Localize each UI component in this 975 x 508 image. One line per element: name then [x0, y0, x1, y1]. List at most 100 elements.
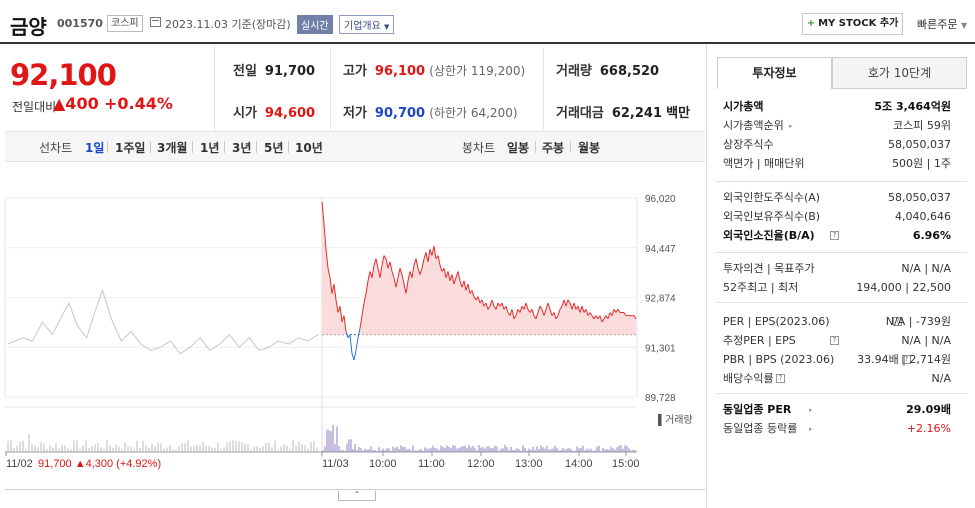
today-line-segment — [535, 312, 539, 319]
today-line-segment — [563, 299, 567, 307]
today-line-segment — [593, 315, 597, 320]
info-row: 액면가 | 매매단위 500원 | 1주 — [723, 156, 951, 172]
today-line-segment — [571, 302, 575, 310]
date-text: 2023.11.03 기준(장마감) — [165, 18, 291, 31]
info-value: 194,000 | 22,500 — [856, 281, 951, 294]
candle-daily[interactable]: 일봉 — [507, 141, 530, 155]
stock-code: 001570 — [57, 17, 103, 30]
today-line-segment — [569, 302, 573, 310]
today-line-segment — [411, 264, 415, 278]
today-line-segment — [387, 261, 391, 269]
today-line-segment — [515, 309, 519, 316]
info-label: 동일업종 등락률 — [723, 422, 798, 435]
open-value: 94,600 — [264, 106, 316, 121]
today-line-segment — [393, 277, 397, 288]
info-row: 외국인한도주식수(A) 58,050,037 — [723, 190, 951, 206]
x-tick-label: 11/03 — [322, 458, 349, 470]
period-5y[interactable]: 5년 — [264, 141, 284, 155]
today-line-segment — [497, 302, 501, 307]
today-line-segment — [511, 309, 515, 319]
today-line-segment — [541, 309, 545, 316]
current-price-box: 92,100 전일대비 ▲400 +0.44% — [0, 46, 215, 132]
today-line-segment — [473, 296, 477, 301]
period-3y[interactable]: 3년 — [232, 141, 252, 155]
y-tick-label: 94,447 — [645, 244, 676, 255]
my-stock-button[interactable]: + MY STOCK 추가 — [802, 13, 903, 35]
today-line-segment — [425, 252, 429, 262]
prev-close-value: 91,700 — [264, 64, 316, 79]
x-tick-label: 10:00 — [369, 458, 397, 470]
calendar-icon — [150, 17, 161, 27]
today-line-segment — [375, 258, 379, 269]
today-line-segment — [423, 252, 427, 259]
info-label: 액면가 | 매매단위 — [723, 157, 805, 170]
x-tick-label: 11:00 — [418, 458, 445, 470]
divider — [717, 302, 967, 303]
candle-weekly[interactable]: 주봉 — [542, 141, 565, 155]
help-icon[interactable]: ? — [893, 317, 902, 326]
info-label: 외국인소진율(B/A) — [723, 229, 815, 242]
info-row: 52주최고 | 최저 194,000 | 22,500 — [723, 280, 951, 296]
today-line-segment — [505, 306, 509, 313]
help-icon[interactable]: ? — [776, 374, 785, 383]
today-line-segment — [323, 223, 327, 250]
realtime-button[interactable]: 실시간 — [297, 15, 333, 34]
today-line-segment — [573, 302, 577, 310]
today-line-segment — [525, 302, 529, 310]
period-1d[interactable]: 1일 — [85, 141, 105, 155]
info-value: +2.16% — [906, 422, 951, 435]
chevron-up-icon[interactable]: ⌃ — [338, 491, 376, 501]
help-icon[interactable]: ? — [902, 355, 911, 364]
help-icon[interactable]: ? — [830, 231, 839, 240]
quick-order-label: 빠른주문 — [917, 18, 958, 31]
arrow-right-icon[interactable]: ▸ — [809, 406, 813, 414]
arrow-right-icon[interactable]: ▸ — [809, 425, 813, 433]
today-line-segment — [537, 306, 541, 313]
today-line-segment — [383, 255, 387, 259]
divider — [288, 141, 289, 153]
divider — [256, 141, 257, 153]
y-tick-label: 96,020 — [645, 194, 676, 205]
change-label: 전일대비 — [12, 100, 57, 114]
info-row: 시가총액순위 ▸ 코스피 59위 — [723, 118, 951, 134]
candle-monthly[interactable]: 월봉 — [578, 141, 601, 155]
divider — [192, 141, 193, 153]
today-line-segment — [381, 255, 385, 266]
today-line-segment — [339, 306, 343, 323]
today-line-segment — [587, 312, 591, 316]
period-10y[interactable]: 10년 — [295, 141, 323, 155]
period-1w[interactable]: 1주일 — [115, 141, 146, 155]
today-line-segment — [371, 264, 375, 278]
info-label: 투자의견 | 목표주가 — [723, 262, 815, 275]
price-chart[interactable]: 96,020 94,447 92,874 91,301 89,728 ▌거래량 11/02 1… — [0, 170, 705, 508]
info-row: 추정PER | EPS? N/A | N/A — [723, 333, 951, 349]
period-3m[interactable]: 3개월 — [157, 141, 188, 155]
info-value: N/A | N/A — [901, 262, 951, 275]
prev-close: 전일 91,700 — [233, 60, 315, 79]
x-tick-label: 12:00 — [467, 458, 495, 470]
divider — [224, 141, 225, 153]
today-line-segment — [351, 353, 355, 361]
divider — [717, 393, 967, 394]
today-line-segment — [399, 268, 403, 275]
help-icon[interactable]: ? — [830, 336, 839, 345]
today-line-segment — [559, 305, 563, 310]
today-line-segment — [509, 309, 513, 316]
volume-label: 거래량 — [556, 64, 592, 79]
today-line-segment — [439, 264, 443, 272]
info-value: 6.96% — [912, 229, 951, 242]
period-1y[interactable]: 1년 — [200, 141, 220, 155]
tab-orderbook[interactable]: 호가 10단계 — [832, 57, 967, 89]
today-line-segment — [443, 268, 447, 278]
today-line-segment — [513, 315, 517, 320]
tab-invest-info[interactable]: 투자정보 — [717, 57, 832, 89]
quick-order-button[interactable]: 빠른주문 ▼ — [917, 16, 967, 32]
today-line-segment — [489, 299, 493, 307]
today-line-segment — [457, 271, 461, 281]
today-line-segment — [345, 331, 349, 338]
divider — [543, 48, 544, 130]
today-line-segment — [465, 283, 469, 291]
today-line-segment — [405, 280, 409, 294]
arrow-right-icon[interactable]: ▸ — [789, 122, 793, 130]
corp-info-dropdown[interactable]: 기업개요 ▼ — [339, 15, 395, 34]
